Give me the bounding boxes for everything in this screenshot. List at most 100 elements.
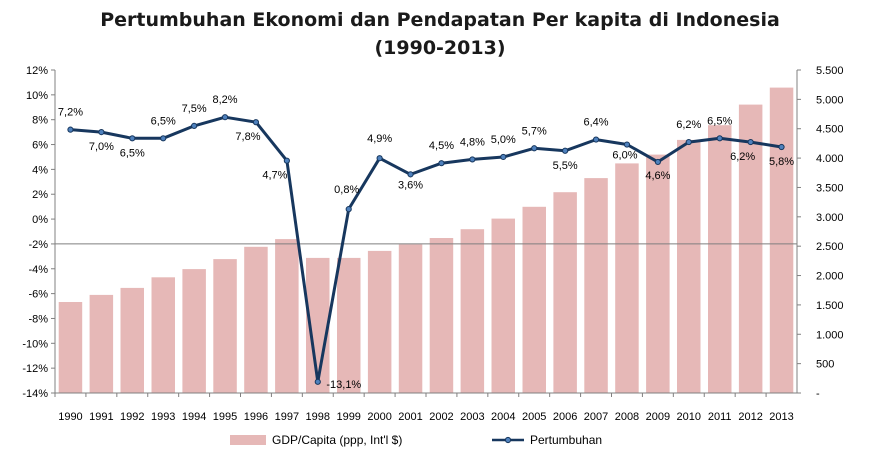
growth-data-label-1993: 6,5% xyxy=(151,115,176,127)
right-tick-label: 2.000 xyxy=(816,271,844,283)
growth-data-label-2010: 6,2% xyxy=(676,119,701,131)
right-tick-label: 1.500 xyxy=(816,300,844,312)
growth-data-label-2005: 5,7% xyxy=(522,125,547,137)
growth-data-label-2004: 5,0% xyxy=(491,134,516,146)
x-tick-label-1999: 1999 xyxy=(336,411,360,423)
bar-2000 xyxy=(367,250,392,393)
growth-data-label-1996: 7,8% xyxy=(235,131,260,143)
growth-point-1991 xyxy=(98,129,105,136)
bar-1999 xyxy=(337,257,361,393)
x-tick-label-2004: 2004 xyxy=(491,411,515,423)
x-tick-label-1992: 1992 xyxy=(120,411,144,423)
bar-2007 xyxy=(584,178,608,393)
x-tick-label-2000: 2000 xyxy=(367,411,391,423)
x-tick-label-2012: 2012 xyxy=(738,411,762,423)
bar-2013 xyxy=(769,87,794,393)
x-tick-label-2006: 2006 xyxy=(553,411,577,423)
left-tick-label: 10% xyxy=(26,90,48,102)
growth-data-label-2011: 6,5% xyxy=(707,115,732,127)
growth-data-label-2006: 5,5% xyxy=(553,160,578,172)
left-tick-label: 6% xyxy=(32,140,48,152)
x-tick-label-1991: 1991 xyxy=(89,411,113,423)
bar-2012 xyxy=(738,104,763,393)
bar-2009 xyxy=(646,154,670,393)
growth-point-1990 xyxy=(67,126,74,133)
growth-data-label-2003: 4,8% xyxy=(460,136,485,148)
chart-title-line1: Pertumbuhan Ekonomi dan Pendapatan Per k… xyxy=(100,9,780,31)
growth-data-label-1998: -13,1% xyxy=(326,379,361,391)
bar-1993 xyxy=(151,277,175,393)
bar-1991 xyxy=(89,294,114,393)
bar-2003 xyxy=(460,229,485,393)
right-tick-label: 500 xyxy=(816,359,834,371)
right-tick-label: 3.500 xyxy=(816,182,844,194)
right-tick-label: 3.000 xyxy=(816,212,844,224)
growth-point-2004 xyxy=(500,153,507,161)
growth-data-label-1992: 6,5% xyxy=(120,147,145,159)
left-tick-label: -14% xyxy=(22,388,48,400)
left-tick-label: 8% xyxy=(32,115,48,127)
left-tick-label: 12% xyxy=(26,65,48,77)
bar-2011 xyxy=(708,125,732,393)
bar-2001 xyxy=(398,244,423,393)
growth-point-2012 xyxy=(747,138,754,146)
bar-1995 xyxy=(213,259,237,393)
bar-1994 xyxy=(182,269,206,393)
growth-point-1999 xyxy=(345,206,352,213)
growth-point-2008 xyxy=(623,141,631,148)
growth-point-2001 xyxy=(407,171,414,178)
right-tick-label: 4.000 xyxy=(816,153,844,165)
bar-1992 xyxy=(120,287,144,393)
legend-label-bar: GDP/Capita (ppp, Int'l $) xyxy=(272,433,402,447)
growth-point-1993 xyxy=(160,135,167,142)
legend-swatch-marker xyxy=(504,436,512,444)
growth-data-label-2001: 3,6% xyxy=(398,179,423,191)
x-tick-label-2011: 2011 xyxy=(708,411,732,423)
bar-2006 xyxy=(553,192,577,393)
bar-2010 xyxy=(677,139,701,393)
growth-point-1998 xyxy=(314,378,321,385)
left-tick-label: -8% xyxy=(28,313,48,325)
growth-data-label-2009: 4,6% xyxy=(645,170,670,182)
growth-point-2011 xyxy=(716,135,723,142)
x-tick-label-1994: 1994 xyxy=(182,411,206,423)
growth-data-label-2000: 4,9% xyxy=(367,133,392,145)
growth-data-label-1999: 0,8% xyxy=(334,184,359,196)
bar-2005 xyxy=(522,206,546,393)
x-tick-label-2007: 2007 xyxy=(584,411,608,423)
growth-point-2007 xyxy=(592,136,600,143)
bar-1997 xyxy=(275,239,299,393)
x-tick-label-2008: 2008 xyxy=(615,411,639,423)
right-tick-label: 5.000 xyxy=(816,94,844,106)
growth-line xyxy=(70,115,782,384)
bar-2008 xyxy=(615,163,639,393)
right-tick-label: 2.500 xyxy=(816,241,844,253)
right-tick-label: 1.000 xyxy=(816,329,844,341)
chart-subtitle: (1990-2013) xyxy=(374,37,506,59)
growth-data-label-2012: 6,2% xyxy=(730,151,755,163)
growth-point-2010 xyxy=(685,138,692,146)
x-tick-label-1990: 1990 xyxy=(58,411,82,423)
left-tick-label: -4% xyxy=(28,264,48,276)
growth-data-label-1995: 8,2% xyxy=(213,94,238,106)
x-tick-label-2003: 2003 xyxy=(460,411,484,423)
bar-2004 xyxy=(491,218,515,393)
growth-point-1992 xyxy=(129,135,136,142)
growth-point-2003 xyxy=(469,156,476,163)
x-tick-label-2005: 2005 xyxy=(522,411,546,423)
left-tick-label: 0% xyxy=(32,214,48,226)
left-tick-label: 2% xyxy=(32,189,48,201)
x-tick-label-1995: 1995 xyxy=(213,411,237,423)
x-tick-label-2002: 2002 xyxy=(429,411,453,423)
right-tick-label: 4.500 xyxy=(816,124,844,136)
left-tick-label: 4% xyxy=(32,164,48,176)
x-tick-label-2001: 2001 xyxy=(398,411,422,423)
bar-1998 xyxy=(306,257,330,393)
x-tick-label-1996: 1996 xyxy=(244,411,268,423)
left-tick-label: -12% xyxy=(22,363,48,375)
growth-point-1995 xyxy=(221,114,229,121)
x-tick-label-1997: 1997 xyxy=(275,411,299,423)
bar-2002 xyxy=(429,238,454,393)
growth-data-label-2013: 5,8% xyxy=(769,156,794,168)
